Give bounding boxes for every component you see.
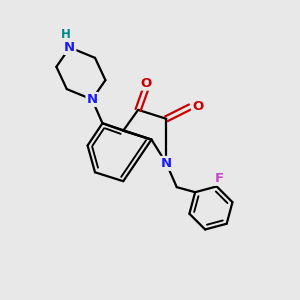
Text: O: O bbox=[140, 76, 151, 90]
Text: N: N bbox=[86, 93, 98, 106]
Text: N: N bbox=[64, 41, 75, 54]
Text: H: H bbox=[61, 28, 71, 40]
Text: O: O bbox=[192, 100, 203, 113]
Text: N: N bbox=[161, 157, 172, 170]
Text: F: F bbox=[214, 172, 224, 185]
